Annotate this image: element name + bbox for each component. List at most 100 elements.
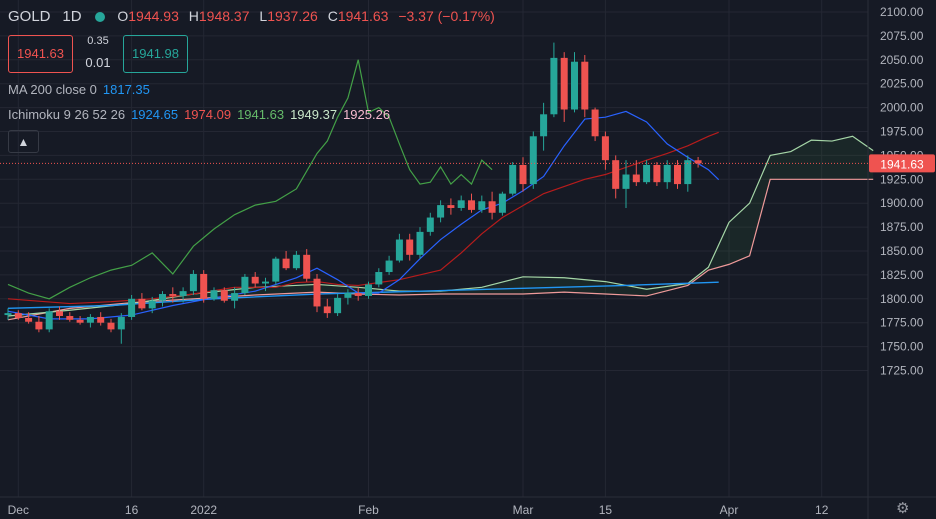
candle-body bbox=[612, 160, 620, 189]
candle-body bbox=[97, 316, 105, 323]
open-value: 1944.93 bbox=[128, 8, 179, 24]
lagging-line bbox=[7, 59, 493, 300]
candle-body bbox=[262, 281, 269, 284]
candle-body bbox=[571, 61, 578, 110]
candle-body bbox=[365, 284, 372, 296]
candle-body bbox=[663, 164, 671, 183]
gear-icon[interactable]: ⚙ bbox=[896, 500, 910, 517]
chevron-up-icon[interactable]: ▲ bbox=[8, 130, 39, 153]
candle-body bbox=[303, 254, 311, 279]
candle-body bbox=[632, 174, 640, 183]
candle-body bbox=[313, 278, 321, 307]
high-label: H bbox=[188, 8, 199, 24]
candle-body bbox=[76, 319, 84, 323]
candle-body bbox=[447, 205, 455, 208]
candle-body bbox=[416, 231, 424, 255]
candle-body bbox=[498, 193, 506, 213]
candle-body bbox=[395, 239, 403, 261]
candle-body bbox=[210, 290, 218, 299]
candle-body bbox=[138, 298, 146, 309]
sell-button[interactable]: 1941.63 bbox=[8, 35, 73, 73]
price-tick-label: 1825.00 bbox=[880, 268, 924, 282]
candle-body bbox=[385, 260, 393, 273]
candle-body bbox=[550, 57, 558, 115]
candle-body bbox=[354, 293, 362, 296]
candle-body bbox=[426, 217, 434, 232]
price-tick-label: 1725.00 bbox=[880, 364, 924, 378]
candle-body bbox=[375, 272, 383, 285]
candle-body bbox=[406, 239, 414, 255]
candle-body bbox=[334, 297, 342, 314]
candle-body bbox=[251, 276, 259, 284]
ichimoku-span-a-value: 1949.37 bbox=[290, 107, 338, 122]
candle-body bbox=[169, 294, 177, 296]
candle-body bbox=[272, 258, 280, 282]
candle-body bbox=[159, 294, 166, 301]
ma-legend[interactable]: MA 200 close 0 1817.35 bbox=[8, 82, 150, 97]
candle-body bbox=[45, 311, 53, 330]
time-tick-label: 2022 bbox=[190, 503, 217, 517]
ichimoku-cloud bbox=[8, 136, 874, 320]
ichimoku-base-value: 1974.09 bbox=[184, 107, 232, 122]
candle-body bbox=[200, 273, 208, 299]
candle-body bbox=[117, 316, 125, 330]
candle-body bbox=[282, 258, 290, 269]
candle-body bbox=[86, 316, 94, 323]
price-tick-label: 1850.00 bbox=[880, 244, 924, 258]
candle-body bbox=[128, 298, 136, 317]
candle-body bbox=[179, 291, 187, 296]
time-tick-label: 15 bbox=[599, 503, 613, 517]
cloud-fill bbox=[8, 136, 874, 320]
symbol-name[interactable]: GOLD bbox=[8, 8, 51, 25]
high-value: 1948.37 bbox=[198, 8, 250, 24]
grid-lines bbox=[0, 0, 868, 497]
ma-label: MA 200 close 0 bbox=[8, 82, 97, 97]
market-status-icon bbox=[95, 12, 106, 22]
candle-body bbox=[344, 293, 352, 298]
price-tick-label: 1875.00 bbox=[880, 220, 924, 234]
price-tick-label: 1975.00 bbox=[880, 125, 924, 139]
candle-body bbox=[540, 114, 548, 137]
candle-body bbox=[323, 306, 331, 314]
interval[interactable]: 1D bbox=[62, 8, 82, 25]
candle-body bbox=[684, 160, 692, 185]
price-tick-label: 1775.00 bbox=[880, 316, 924, 330]
price-tick-label: 1800.00 bbox=[880, 292, 924, 306]
candle-body bbox=[4, 313, 12, 316]
ichimoku-span-b-value: 1925.26 bbox=[343, 107, 391, 122]
candle-body bbox=[519, 164, 527, 185]
open-label: O bbox=[117, 8, 129, 24]
candle-body bbox=[25, 317, 33, 322]
candles bbox=[4, 42, 702, 344]
candle-body bbox=[107, 322, 115, 330]
candle-body bbox=[591, 109, 599, 137]
candle-body bbox=[478, 201, 486, 210]
close-label: C bbox=[327, 8, 338, 24]
candle-body bbox=[509, 164, 517, 194]
conversion-line bbox=[7, 110, 720, 320]
candle-body bbox=[148, 300, 156, 309]
time-tick-label: 12 bbox=[815, 503, 829, 517]
last-price-badge bbox=[869, 154, 935, 173]
candle-body bbox=[694, 160, 702, 164]
price-tick-label: 2075.00 bbox=[880, 29, 924, 43]
ichimoku-label: Ichimoku 9 26 52 26 bbox=[8, 107, 126, 122]
candle-body bbox=[292, 254, 300, 269]
candle-body bbox=[220, 290, 228, 301]
close-value: 1941.63 bbox=[337, 8, 389, 24]
ichimoku-legend[interactable]: Ichimoku 9 26 52 26 1924.65 1974.09 1941.63… bbox=[8, 107, 390, 122]
spread-top: 0.35 bbox=[87, 35, 109, 47]
candle-body bbox=[653, 164, 661, 183]
spread: 0.35 0.01 bbox=[78, 34, 118, 70]
candle-body bbox=[457, 200, 465, 208]
price-tick-label: 2000.00 bbox=[880, 101, 924, 115]
candle-body bbox=[529, 136, 537, 185]
buy-button[interactable]: 1941.98 bbox=[123, 35, 188, 73]
candle-body bbox=[231, 293, 239, 301]
base-line bbox=[7, 131, 719, 305]
candle-body bbox=[622, 174, 630, 189]
candle-body bbox=[643, 164, 651, 183]
candle-body bbox=[581, 61, 589, 110]
